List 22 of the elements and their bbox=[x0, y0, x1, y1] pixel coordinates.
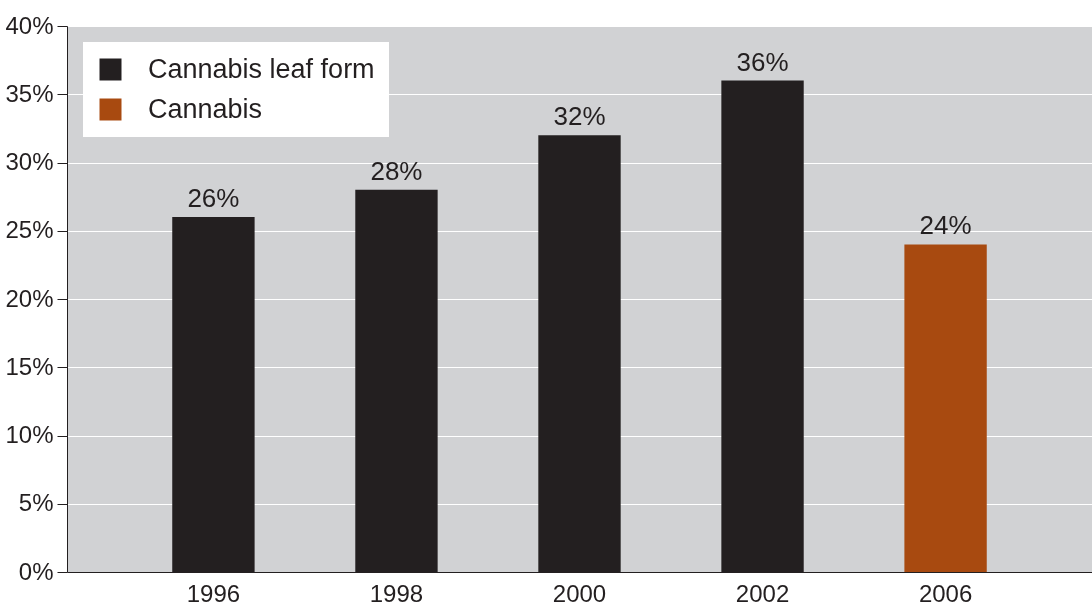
y-tick-label: 25% bbox=[5, 216, 54, 244]
bar bbox=[904, 244, 987, 572]
y-tick-label: 40% bbox=[5, 11, 54, 39]
y-tick-label: 0% bbox=[18, 557, 54, 585]
data-label: 26% bbox=[187, 183, 240, 214]
x-tick-label: 1998 bbox=[369, 579, 424, 607]
y-tick-label: 5% bbox=[18, 489, 54, 517]
x-tick-label: 2002 bbox=[735, 579, 790, 607]
legend-label: Cannabis leaf form bbox=[148, 53, 375, 84]
data-label: 24% bbox=[919, 210, 972, 241]
legend-label: Cannabis bbox=[148, 93, 263, 124]
data-label: 36% bbox=[736, 46, 789, 77]
y-tick-label: 10% bbox=[5, 421, 54, 448]
y-tick-label: 35% bbox=[5, 79, 54, 107]
data-label: 28% bbox=[370, 155, 423, 186]
y-tick-label: 30% bbox=[5, 148, 54, 175]
x-tick-label: 1996 bbox=[186, 579, 241, 607]
data-label: 32% bbox=[553, 101, 606, 132]
y-tick-label: 20% bbox=[5, 284, 54, 312]
y-tick-label: 15% bbox=[5, 352, 54, 380]
x-tick-label: 2006 bbox=[918, 579, 973, 607]
x-tick-label: 2000 bbox=[552, 579, 607, 607]
